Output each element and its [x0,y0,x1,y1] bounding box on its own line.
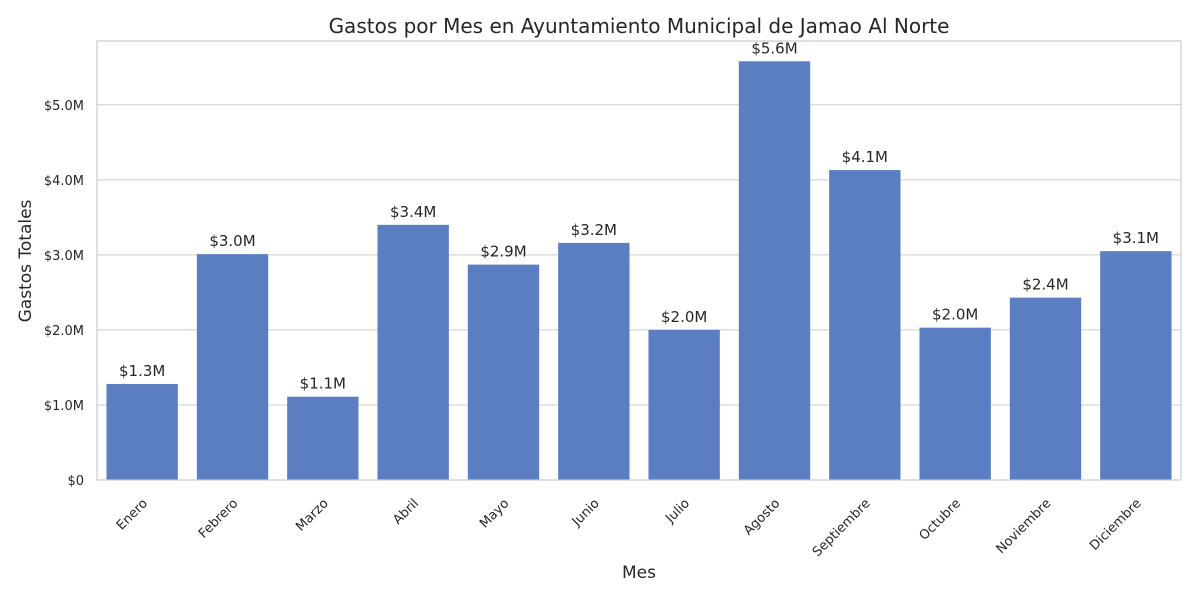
x-tick-label: Mayo [477,496,512,531]
bar [377,224,449,480]
y-axis-label: Gastos Totales [16,199,36,322]
y-tick-label: $5.0M [44,99,84,114]
x-axis-ticks: Enero Febrero Marzo Abril Mayo Junio Julio Agos… [114,496,1145,560]
bar-value-label: $2.0M [661,308,707,326]
bar-value-label: $2.0M [932,306,978,324]
y-tick-label: $0 [67,474,84,489]
y-axis-ticks: $0 $1.0M $2.0M $3.0M $4.0M $5.0M [44,99,84,489]
bar-value-label: $4.1M [842,148,888,166]
bar [829,170,901,481]
bar-value-label: $3.4M [390,203,436,221]
bar [287,396,359,480]
x-tick-label: Febrero [196,496,241,541]
bar [106,383,178,480]
y-tick-label: $4.0M [44,174,84,189]
bar [196,254,269,480]
bar [558,242,630,480]
value-labels: $1.3M $3.0M $1.1M $3.4M $2.9M $3.2M $2.0M $5.6M… [119,39,1159,392]
bar-value-label: $1.1M [300,375,346,393]
y-tick-label: $1.0M [44,399,84,414]
bar-value-label: $2.4M [1022,276,1068,294]
x-tick-label: Octubre [917,496,964,543]
bar [648,329,720,480]
x-tick-label: Abril [390,496,422,528]
bar-value-label: $3.0M [209,232,255,250]
x-tick-label: Enero [114,496,151,533]
chart-title: Gastos por Mes en Ayuntamiento Municipal… [329,14,950,38]
bar [1100,251,1172,480]
x-axis-label: Mes [622,563,656,583]
x-tick-label: Julio [662,496,693,527]
x-tick-label: Junio [569,496,603,530]
bar [1009,297,1082,480]
x-tick-label: Marzo [293,496,331,534]
x-tick-label: Diciembre [1087,496,1145,554]
bar-value-label: $3.1M [1113,229,1159,247]
bar-value-label: $1.3M [119,362,165,380]
bar [738,61,811,481]
y-tick-label: $3.0M [44,249,84,264]
bar [467,264,540,480]
bar-value-label: $2.9M [480,243,526,261]
bar [919,327,991,480]
bar-value-label: $3.2M [571,221,617,239]
x-tick-label: Noviembre [994,496,1055,557]
plot-frame [96,40,1182,481]
x-tick-label: Agosto [741,496,783,538]
x-tick-label: Septiembre [810,496,874,560]
bars [106,61,1172,481]
bar-value-label: $5.6M [751,39,797,57]
y-tick-label: $2.0M [44,324,84,339]
